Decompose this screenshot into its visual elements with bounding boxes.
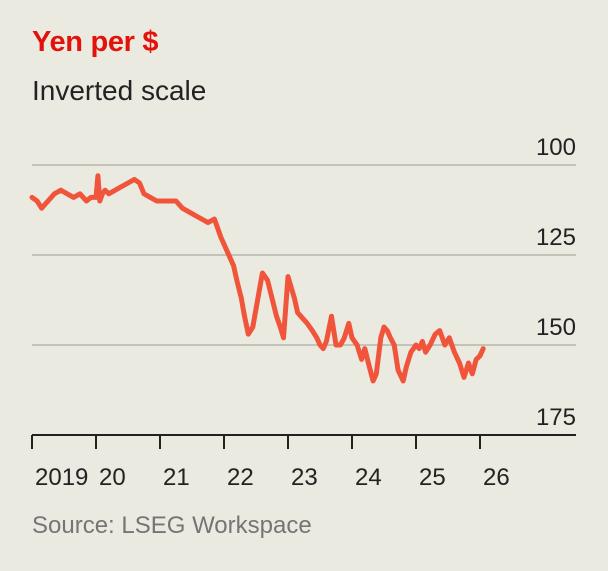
x-tick-label: 24 [355, 464, 382, 491]
chart-subtitle: Inverted scale [32, 75, 207, 106]
x-tick-label: 26 [483, 464, 510, 491]
x-tick-label: 2019 [35, 464, 88, 491]
y-tick-label: 125 [536, 224, 576, 251]
x-tick-label: 23 [291, 464, 318, 491]
y-tick-label: 175 [536, 404, 576, 431]
x-tick-label: 20 [99, 464, 126, 491]
x-tick-label: 25 [419, 464, 446, 491]
chart-title: Yen per $ [32, 26, 159, 58]
series-line-yen-per-dollar [29, 173, 486, 384]
x-tick-label: 22 [227, 464, 254, 491]
y-tick-label: 100 [536, 134, 576, 161]
y-tick-label: 150 [536, 314, 576, 341]
x-tick-label: 21 [163, 464, 190, 491]
source-note: Source: LSEG Workspace [32, 512, 312, 539]
